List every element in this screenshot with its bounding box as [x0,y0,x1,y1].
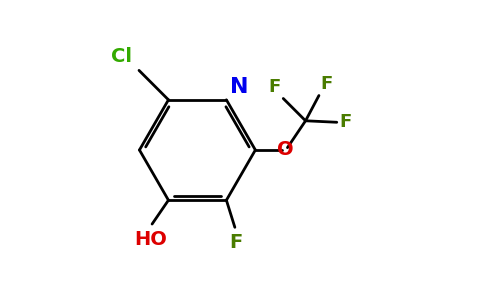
Text: O: O [277,140,293,159]
Text: Cl: Cl [110,47,132,66]
Text: HO: HO [134,230,167,249]
Text: F: F [320,75,333,93]
Text: F: F [230,233,243,252]
Text: N: N [230,77,248,98]
Text: F: F [339,113,351,131]
Text: F: F [268,78,280,96]
